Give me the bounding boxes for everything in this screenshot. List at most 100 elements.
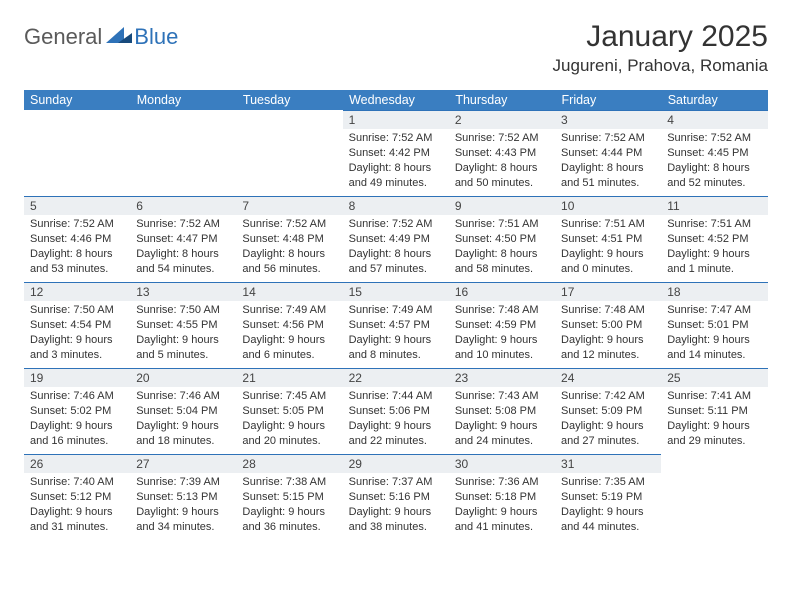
daylight-line1: Daylight: 8 hours <box>136 247 230 262</box>
daylight-line1: Daylight: 9 hours <box>136 419 230 434</box>
sunrise-text: Sunrise: 7:46 AM <box>136 389 230 404</box>
location-subtitle: Jugureni, Prahova, Romania <box>553 56 768 76</box>
calendar-day-cell: 8Sunrise: 7:52 AMSunset: 4:49 PMDaylight… <box>343 196 449 282</box>
calendar-day-cell <box>24 110 130 196</box>
sunset-text: Sunset: 4:59 PM <box>455 318 549 333</box>
daylight-line2: and 3 minutes. <box>30 348 124 363</box>
calendar-day-cell: 18Sunrise: 7:47 AMSunset: 5:01 PMDayligh… <box>661 282 767 368</box>
sunrise-text: Sunrise: 7:52 AM <box>455 131 549 146</box>
daylight-line1: Daylight: 9 hours <box>30 333 124 348</box>
day-number: 30 <box>449 454 555 473</box>
day-details: Sunrise: 7:52 AMSunset: 4:42 PMDaylight:… <box>343 129 449 194</box>
calendar-week-row: 1Sunrise: 7:52 AMSunset: 4:42 PMDaylight… <box>24 110 768 196</box>
day-number: 4 <box>661 110 767 129</box>
day-number: 17 <box>555 282 661 301</box>
sunset-text: Sunset: 5:08 PM <box>455 404 549 419</box>
daylight-line2: and 31 minutes. <box>30 520 124 535</box>
calendar-day-cell: 4Sunrise: 7:52 AMSunset: 4:45 PMDaylight… <box>661 110 767 196</box>
sunrise-text: Sunrise: 7:50 AM <box>30 303 124 318</box>
sunrise-text: Sunrise: 7:42 AM <box>561 389 655 404</box>
calendar-day-cell: 15Sunrise: 7:49 AMSunset: 4:57 PMDayligh… <box>343 282 449 368</box>
sunset-text: Sunset: 4:47 PM <box>136 232 230 247</box>
day-details: Sunrise: 7:42 AMSunset: 5:09 PMDaylight:… <box>555 387 661 452</box>
sunset-text: Sunset: 4:43 PM <box>455 146 549 161</box>
weekday-header: Monday <box>130 90 236 110</box>
day-number: 10 <box>555 196 661 215</box>
calendar-week-row: 19Sunrise: 7:46 AMSunset: 5:02 PMDayligh… <box>24 368 768 454</box>
calendar-day-cell: 23Sunrise: 7:43 AMSunset: 5:08 PMDayligh… <box>449 368 555 454</box>
calendar-day-cell: 1Sunrise: 7:52 AMSunset: 4:42 PMDaylight… <box>343 110 449 196</box>
sunset-text: Sunset: 5:09 PM <box>561 404 655 419</box>
daylight-line1: Daylight: 8 hours <box>455 161 549 176</box>
day-number: 16 <box>449 282 555 301</box>
day-details: Sunrise: 7:52 AMSunset: 4:46 PMDaylight:… <box>24 215 130 280</box>
daylight-line1: Daylight: 9 hours <box>667 247 761 262</box>
sunrise-text: Sunrise: 7:44 AM <box>349 389 443 404</box>
daylight-line1: Daylight: 9 hours <box>136 505 230 520</box>
sunset-text: Sunset: 5:01 PM <box>667 318 761 333</box>
daylight-line2: and 38 minutes. <box>349 520 443 535</box>
sunset-text: Sunset: 4:55 PM <box>136 318 230 333</box>
calendar-week-row: 12Sunrise: 7:50 AMSunset: 4:54 PMDayligh… <box>24 282 768 368</box>
brand-logo: General Blue <box>24 24 178 50</box>
calendar-week-row: 5Sunrise: 7:52 AMSunset: 4:46 PMDaylight… <box>24 196 768 282</box>
day-details: Sunrise: 7:52 AMSunset: 4:45 PMDaylight:… <box>661 129 767 194</box>
daylight-line1: Daylight: 9 hours <box>455 419 549 434</box>
calendar-day-cell: 9Sunrise: 7:51 AMSunset: 4:50 PMDaylight… <box>449 196 555 282</box>
calendar-day-cell: 22 Sunrise: 7:44 AMSunset: 5:06 PMDayligh… <box>343 368 449 454</box>
day-number: 3 <box>555 110 661 129</box>
daylight-line1: Daylight: 9 hours <box>242 419 336 434</box>
day-number: 26 <box>24 454 130 473</box>
calendar-day-cell: 30Sunrise: 7:36 AMSunset: 5:18 PMDayligh… <box>449 454 555 540</box>
daylight-line2: and 49 minutes. <box>349 176 443 191</box>
sunset-text: Sunset: 4:49 PM <box>349 232 443 247</box>
sunset-text: Sunset: 5:16 PM <box>349 490 443 505</box>
day-details: Sunrise: 7:37 AMSunset: 5:16 PMDaylight:… <box>343 473 449 538</box>
day-details: Sunrise: 7:48 AMSunset: 4:59 PMDaylight:… <box>449 301 555 366</box>
sunset-text: Sunset: 4:42 PM <box>349 146 443 161</box>
calendar-day-cell: 2Sunrise: 7:52 AMSunset: 4:43 PMDaylight… <box>449 110 555 196</box>
day-details: Sunrise: 7:51 AMSunset: 4:50 PMDaylight:… <box>449 215 555 280</box>
day-number: 29 <box>343 454 449 473</box>
day-number: 5 <box>24 196 130 215</box>
day-details: Sunrise: 7:38 AMSunset: 5:15 PMDaylight:… <box>236 473 342 538</box>
daylight-line2: and 27 minutes. <box>561 434 655 449</box>
day-details: Sunrise: 7:41 AMSunset: 5:11 PMDaylight:… <box>661 387 767 452</box>
sunrise-text: Sunrise: 7:46 AM <box>30 389 124 404</box>
daylight-line1: Daylight: 9 hours <box>30 505 124 520</box>
sunrise-text: Sunrise: 7:51 AM <box>455 217 549 232</box>
calendar-day-cell: 20Sunrise: 7:46 AMSunset: 5:04 PMDayligh… <box>130 368 236 454</box>
day-number: 27 <box>130 454 236 473</box>
calendar-table: Sunday Monday Tuesday Wednesday Thursday… <box>24 90 768 540</box>
day-number: 28 <box>236 454 342 473</box>
daylight-line2: and 29 minutes. <box>667 434 761 449</box>
daylight-line1: Daylight: 9 hours <box>561 419 655 434</box>
calendar-day-cell: 3Sunrise: 7:52 AMSunset: 4:44 PMDaylight… <box>555 110 661 196</box>
daylight-line2: and 10 minutes. <box>455 348 549 363</box>
day-details: Sunrise: 7:52 AMSunset: 4:48 PMDaylight:… <box>236 215 342 280</box>
day-details: Sunrise: 7:51 AMSunset: 4:52 PMDaylight:… <box>661 215 767 280</box>
day-number: 22 <box>343 368 449 387</box>
sunrise-text: Sunrise: 7:51 AM <box>561 217 655 232</box>
sunrise-text: Sunrise: 7:50 AM <box>136 303 230 318</box>
daylight-line1: Daylight: 9 hours <box>242 333 336 348</box>
brand-text-blue: Blue <box>134 24 178 50</box>
sunset-text: Sunset: 4:56 PM <box>242 318 336 333</box>
day-number: 25 <box>661 368 767 387</box>
calendar-day-cell: 31Sunrise: 7:35 AMSunset: 5:19 PMDayligh… <box>555 454 661 540</box>
day-details: Sunrise: 7:40 AMSunset: 5:12 PMDaylight:… <box>24 473 130 538</box>
sunrise-text: Sunrise: 7:38 AM <box>242 475 336 490</box>
daylight-line2: and 50 minutes. <box>455 176 549 191</box>
sunset-text: Sunset: 4:51 PM <box>561 232 655 247</box>
calendar-day-cell: 17Sunrise: 7:48 AMSunset: 5:00 PMDayligh… <box>555 282 661 368</box>
daylight-line2: and 18 minutes. <box>136 434 230 449</box>
calendar-day-cell <box>661 454 767 540</box>
brand-text-general: General <box>24 24 102 50</box>
day-details: Sunrise: 7:52 AMSunset: 4:49 PMDaylight:… <box>343 215 449 280</box>
sunset-text: Sunset: 5:06 PM <box>349 404 443 419</box>
day-number: 9 <box>449 196 555 215</box>
daylight-line2: and 1 minute. <box>667 262 761 277</box>
daylight-line2: and 58 minutes. <box>455 262 549 277</box>
daylight-line1: Daylight: 9 hours <box>349 419 443 434</box>
sunset-text: Sunset: 4:50 PM <box>455 232 549 247</box>
